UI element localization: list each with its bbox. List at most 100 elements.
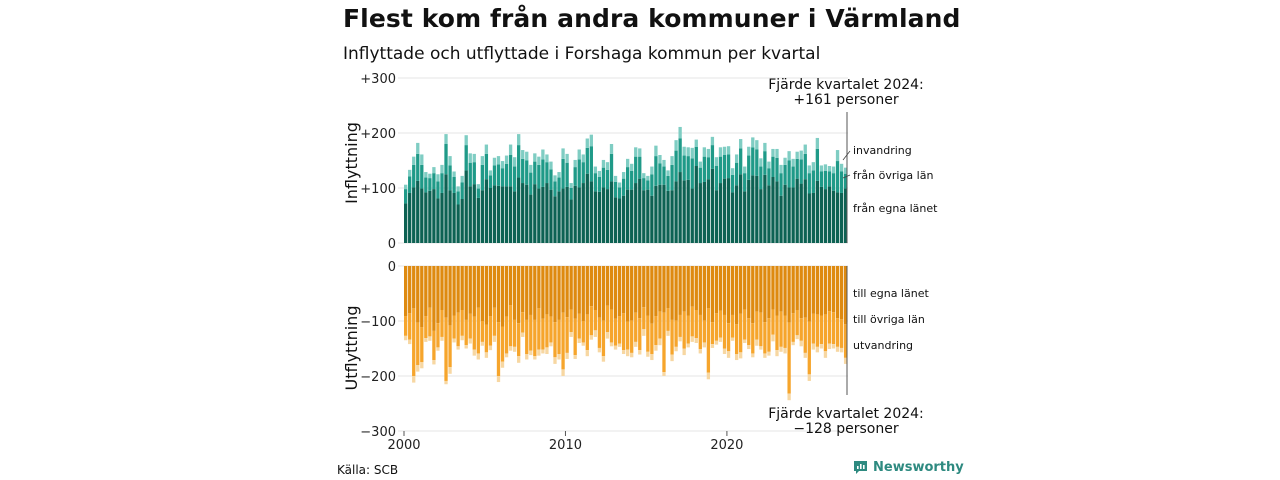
bar-out-emigration: [823, 351, 828, 358]
bar-in-own-county: [432, 189, 436, 243]
bar-in-own-county: [525, 184, 529, 243]
bar-in-other-counties: [500, 168, 505, 187]
bar-in-own-county: [416, 180, 420, 243]
bar-in-other-counties: [690, 158, 694, 189]
bar-in-own-county: [755, 175, 759, 243]
bar-in-other-counties: [775, 157, 779, 182]
bar-in-immigration: [747, 146, 751, 156]
bar-in-own-county: [589, 181, 593, 243]
bar-out-other-counties: [440, 310, 444, 337]
inflow-annotation-line2: +161 personer: [793, 92, 899, 108]
bar-in-immigration: [428, 173, 432, 179]
bar-out-emigration: [662, 372, 666, 376]
bar-out-other-counties: [811, 313, 815, 344]
bar-in-own-county: [476, 197, 480, 243]
bar-in-other-counties: [613, 181, 618, 198]
bar-out-emigration: [617, 343, 622, 347]
bar-in-own-county: [795, 178, 799, 243]
page-title: Flest kom från andra kommuner i Värmland: [343, 4, 961, 33]
bar-out-emigration: [734, 354, 739, 361]
bar-in-other-counties: [605, 169, 610, 190]
y-tick-label: +300: [360, 72, 396, 87]
bar-out-emigration: [404, 335, 408, 341]
bar-in-own-county: [448, 190, 452, 243]
bar-out-own-county: [448, 266, 452, 326]
bar-in-other-counties: [714, 166, 719, 191]
bar-out-emigration: [436, 347, 440, 351]
bar-in-other-counties: [428, 178, 432, 191]
bar-in-other-counties: [751, 147, 755, 176]
bar-out-emigration: [480, 341, 485, 346]
bar-in-other-counties: [646, 180, 650, 190]
bar-in-other-counties: [557, 177, 561, 192]
bar-out-emigration: [605, 332, 610, 339]
bar-out-own-county: [597, 266, 602, 318]
bar-out-emigration: [831, 344, 836, 349]
bar-in-own-county: [747, 179, 751, 243]
bar-out-other-counties: [464, 319, 468, 346]
bar-in-other-counties: [734, 162, 739, 186]
bar-out-own-county: [646, 266, 650, 316]
bar-in-own-county: [819, 186, 824, 243]
bar-in-immigration: [698, 161, 702, 168]
bar-in-immigration: [670, 156, 674, 165]
bar-in-own-county: [561, 188, 565, 243]
bar-out-own-county: [565, 266, 569, 318]
bar-in-other-counties: [755, 149, 759, 176]
bar-in-immigration: [815, 137, 820, 149]
bar-out-other-counties: [722, 314, 727, 349]
bar-out-own-county: [452, 266, 456, 316]
bar-out-emigration: [517, 356, 521, 363]
bar-in-other-counties: [561, 158, 565, 189]
bar-out-other-counties: [795, 310, 799, 336]
inflow-axis-title: Inflyttning: [342, 122, 361, 204]
bar-out-own-county: [730, 266, 735, 315]
outflow-axis-title: Utflyttning: [342, 306, 361, 391]
bar-out-own-county: [468, 266, 472, 314]
bar-in-own-county: [428, 190, 432, 243]
bar-out-other-counties: [569, 309, 573, 332]
bar-in-other-counties: [452, 177, 456, 193]
bar-in-other-counties: [456, 191, 460, 205]
bar-in-own-county: [630, 189, 634, 243]
bar-in-other-counties: [565, 162, 569, 187]
bar-in-own-county: [706, 179, 711, 243]
bar-out-own-county: [492, 266, 497, 308]
bar-out-emigration: [682, 348, 686, 356]
bar-out-own-county: [686, 266, 690, 316]
bar-in-own-county: [577, 187, 581, 243]
bar-out-own-county: [549, 266, 553, 317]
bar-out-other-counties: [843, 324, 848, 358]
y-tick-label: +100: [360, 182, 396, 197]
bar-out-emigration: [658, 338, 662, 346]
bar-out-emigration: [678, 336, 682, 342]
bar-out-own-county: [605, 266, 610, 306]
bar-in-immigration: [601, 159, 606, 168]
bar-out-emigration: [553, 357, 557, 364]
bar-in-own-county: [726, 178, 731, 243]
bar-in-other-counties: [670, 164, 674, 191]
bar-in-own-county: [444, 174, 448, 243]
bar-in-immigration: [484, 144, 489, 154]
bar-out-other-counties: [480, 321, 485, 342]
bar-in-own-county: [827, 186, 832, 243]
bar-in-other-counties: [739, 148, 743, 175]
bar-in-own-county: [581, 183, 585, 243]
bar-out-own-county: [674, 266, 678, 321]
bar-out-own-county: [529, 266, 533, 315]
bar-in-other-counties: [819, 171, 824, 187]
bar-out-emigration: [799, 340, 803, 347]
bar-in-own-county: [569, 199, 573, 243]
bar-out-other-counties: [577, 313, 581, 339]
bar-out-own-county: [460, 266, 464, 310]
bar-in-other-counties: [698, 167, 702, 184]
bar-out-other-counties: [541, 318, 545, 350]
bar-in-other-counties: [496, 164, 501, 186]
bar-in-other-counties: [468, 162, 472, 187]
bar-in-own-county: [775, 181, 779, 243]
bar-out-other-counties: [452, 315, 456, 339]
bar-out-emigration: [803, 352, 807, 358]
bar-out-other-counties: [630, 320, 634, 353]
bar-out-emigration: [642, 329, 646, 336]
bar-out-emigration: [488, 345, 493, 351]
